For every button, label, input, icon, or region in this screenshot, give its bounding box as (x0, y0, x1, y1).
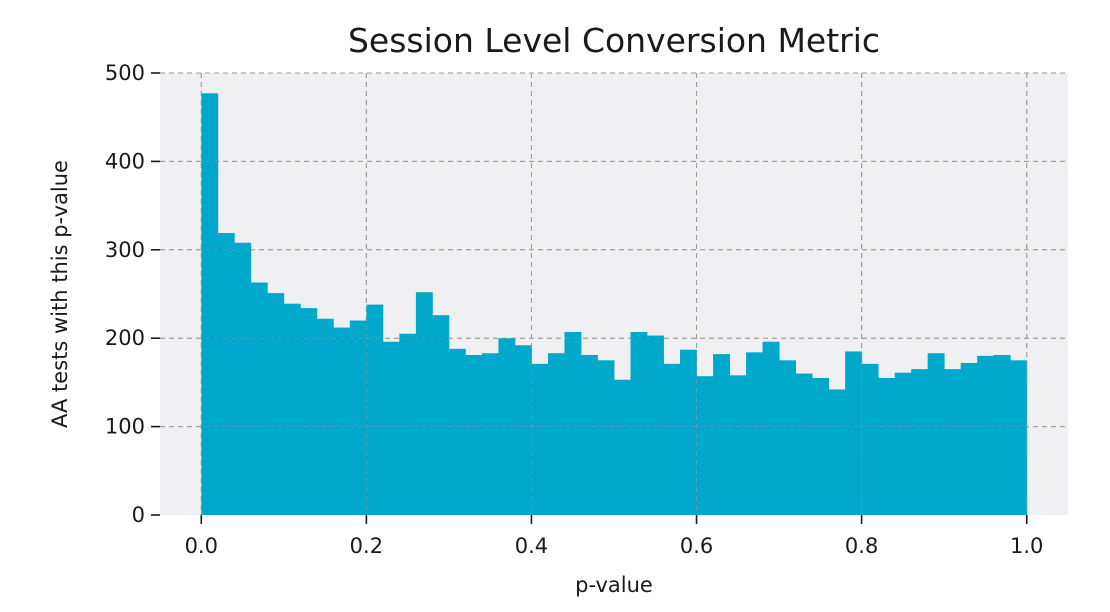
histogram-bar (267, 293, 285, 515)
histogram-bar (713, 354, 730, 515)
histogram-bar (845, 351, 863, 515)
histogram-bar (894, 372, 912, 515)
histogram-bar (680, 349, 697, 515)
histogram-bar (663, 363, 681, 515)
histogram-bar (514, 345, 532, 515)
histogram-bar (465, 354, 483, 515)
histogram-bar (696, 376, 714, 515)
bars-layer (201, 93, 1028, 515)
histogram-bar (630, 332, 648, 515)
x-tick-label: 0.8 (845, 534, 878, 558)
y-axis-label: AA tests with this p-value (48, 160, 72, 428)
histogram-bar (531, 363, 549, 515)
histogram-bar (812, 377, 830, 515)
x-tick-label: 0.6 (680, 534, 713, 558)
histogram-bar (448, 348, 466, 515)
histogram-bar (977, 355, 995, 515)
y-tick-label: 200 (105, 326, 145, 350)
histogram-bar (333, 327, 351, 515)
histogram-bar (316, 318, 334, 515)
histogram-bar (614, 379, 631, 515)
histogram-bar (597, 360, 615, 515)
histogram-bar (944, 369, 962, 515)
y-tick-label: 400 (105, 149, 145, 173)
histogram-bar (779, 360, 796, 515)
histogram-bar (283, 303, 301, 515)
histogram-bar (795, 373, 813, 515)
histogram-bar (201, 93, 219, 515)
histogram-bar (250, 282, 268, 515)
histogram-bar (300, 308, 318, 515)
histogram-bar (564, 332, 582, 515)
histogram-bar (911, 369, 929, 515)
x-tick-label: 1.0 (1010, 534, 1043, 558)
histogram-bar (746, 352, 763, 515)
histogram-bar (366, 304, 384, 515)
histogram-bar (399, 333, 417, 515)
histogram-bar (729, 375, 747, 515)
y-tick-label: 300 (105, 238, 145, 262)
histogram-bar (415, 292, 433, 515)
ticks-layer: 0 100 200 300 400 500 0.0 0.2 0.4 0.6 0.8 1.0 (105, 61, 1068, 558)
histogram-bar (432, 315, 450, 515)
histogram-bar (828, 389, 846, 515)
histogram-bar (1010, 360, 1028, 515)
histogram-bar (647, 335, 664, 515)
histogram-bar (927, 353, 945, 515)
histogram-bar (878, 377, 896, 515)
y-tick-label: 100 (105, 415, 145, 439)
histogram-bar (547, 353, 565, 515)
x-tick-label: 0.0 (185, 534, 218, 558)
histogram-bar (580, 354, 598, 515)
histogram-bar (861, 363, 879, 515)
histogram-bar (217, 233, 235, 515)
y-tick-label: 500 (105, 61, 145, 85)
histogram-bar (762, 341, 780, 515)
histogram-bar (498, 338, 516, 515)
histogram-bar (382, 341, 400, 515)
histogram-bar (234, 242, 252, 515)
y-tick-label: 0 (132, 503, 145, 527)
histogram-bar (960, 362, 978, 515)
x-tick-label: 0.4 (515, 534, 548, 558)
histogram-bar (993, 354, 1011, 515)
histogram-bar (481, 353, 499, 515)
x-axis-label: p-value (575, 573, 653, 597)
x-tick-label: 0.2 (350, 534, 383, 558)
chart-title: Session Level Conversion Metric (348, 21, 880, 60)
histogram-bar (349, 320, 367, 515)
